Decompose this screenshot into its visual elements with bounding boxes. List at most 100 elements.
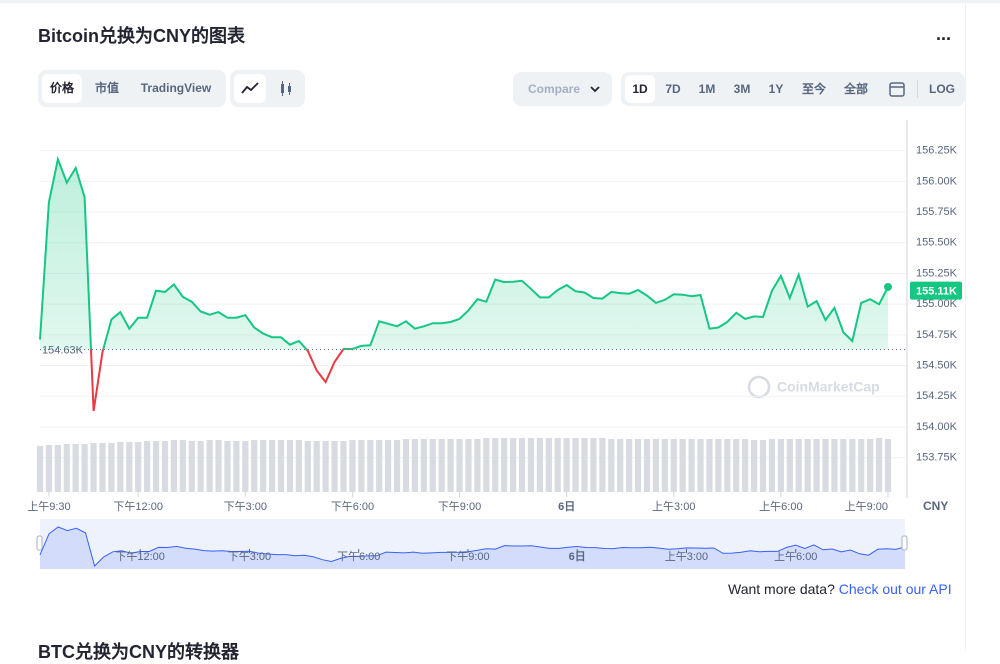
volume-bar — [733, 439, 740, 492]
volume-bar — [438, 439, 445, 492]
volume-bar — [545, 438, 552, 492]
volume-bar — [474, 439, 481, 492]
navigator-area — [40, 527, 905, 569]
volume-bar — [268, 440, 276, 492]
volume-bar — [411, 439, 418, 492]
volume-bar — [867, 439, 874, 492]
y-tick-label: 154.75K — [916, 329, 958, 341]
volume-bar — [840, 439, 847, 492]
volume-bar — [590, 438, 597, 492]
volume-bar — [349, 440, 356, 492]
watermark-logo — [747, 375, 771, 399]
volume-bar — [795, 439, 802, 492]
last-point — [884, 282, 892, 291]
volume-bar — [393, 440, 401, 492]
api-prompt: Want more data? Check out our API — [728, 581, 952, 597]
volume-bar — [822, 439, 829, 492]
volume-bar — [563, 438, 570, 492]
divider — [917, 80, 918, 98]
volume-bar — [742, 439, 749, 492]
volume-bar — [706, 439, 713, 492]
volume-bar — [679, 439, 686, 492]
volume-bar — [304, 441, 311, 492]
x-tick-label: 下午6:00 — [331, 500, 374, 513]
volume-bar — [36, 446, 44, 492]
calendar-button[interactable] — [883, 75, 911, 103]
volume-bar — [224, 441, 231, 492]
range-button[interactable]: 至今 — [801, 82, 826, 96]
navigator-tick-label: 6日 — [569, 550, 586, 563]
volume-bar — [688, 439, 695, 492]
navigator-tick-label: 下午6:00 — [337, 550, 380, 563]
volume-bar — [831, 439, 838, 492]
range-button[interactable]: 1M — [698, 82, 716, 96]
y-tick-label: 155.25K — [916, 267, 958, 279]
x-tick-label: 上午9:30 — [27, 500, 70, 513]
volume-bar — [170, 440, 177, 492]
volume-bar — [652, 439, 660, 492]
view-tabs: 价格 市值 TradingView — [38, 70, 226, 107]
range-button[interactable]: 全部 — [843, 82, 868, 96]
more-menu[interactable]: ... — [936, 24, 952, 44]
x-tick-label: 下午12:00 — [113, 500, 163, 513]
x-tick-label: 下午9:00 — [438, 500, 481, 513]
volume-bar — [376, 440, 383, 492]
volume-bar — [215, 440, 222, 492]
volume-bar — [152, 441, 160, 492]
navigator-handle — [36, 535, 43, 551]
y-tick-label: 156.00K — [916, 175, 958, 187]
volume-bar — [456, 439, 463, 492]
volume-bar — [45, 445, 53, 492]
line-style-button[interactable] — [234, 74, 266, 103]
volume-bar — [715, 439, 722, 492]
volume-bar — [233, 441, 240, 492]
volume-bar — [492, 438, 499, 492]
volume-bar — [161, 441, 169, 492]
volume-bar — [777, 439, 784, 492]
api-link[interactable]: Check out our API — [838, 581, 952, 597]
range-button[interactable]: 3M — [733, 82, 751, 96]
volume-bar — [179, 440, 186, 492]
range-button[interactable]: 1Y — [768, 82, 784, 96]
navigator-line — [39, 526, 906, 567]
y-tick-label: 154.00K — [916, 421, 958, 433]
volume-bar — [661, 439, 668, 492]
tab[interactable]: 价格 — [42, 74, 82, 103]
volume-bar — [465, 439, 472, 492]
tab[interactable]: TradingView — [140, 81, 212, 95]
y-tick-label: 156.25K — [916, 145, 958, 157]
watermark: CoinMarketCap — [747, 375, 880, 399]
volume-bar — [54, 445, 61, 492]
volume-bar — [144, 441, 151, 492]
volume-bar — [501, 438, 508, 492]
x-tick-label: 6日 — [558, 500, 575, 513]
x-tick-label: 上午3:00 — [652, 500, 695, 513]
volume-bar — [90, 443, 97, 492]
volume-bar — [643, 439, 651, 492]
candle-style-button[interactable] — [270, 74, 302, 103]
compare-label: Compare — [528, 82, 581, 96]
y-tick-label: 153.75K — [916, 452, 958, 464]
volume-bar — [617, 439, 624, 492]
volume-bar — [554, 438, 561, 492]
log-button[interactable]: LOG — [929, 82, 955, 96]
tab[interactable]: 市值 — [94, 81, 119, 95]
container-edge — [965, 3, 966, 650]
volume-bar — [420, 439, 427, 492]
navigator-tick-label: 下午9:00 — [446, 550, 489, 563]
compare-dropdown[interactable]: Compare — [513, 72, 612, 106]
volume-bar — [188, 441, 195, 492]
volume-bar — [751, 440, 758, 492]
volume-bar — [518, 438, 526, 492]
volume-bar — [99, 443, 106, 492]
range-button[interactable]: 1D — [625, 75, 655, 103]
volume-bar — [295, 440, 302, 492]
volume-bar — [768, 439, 776, 492]
volume-bar — [385, 440, 392, 492]
prompt-text: Want more data? — [728, 581, 835, 597]
volume-bar — [572, 438, 579, 492]
volume-bar — [884, 439, 892, 492]
range-button[interactable]: 7D — [665, 82, 681, 96]
watermark-text: CoinMarketCap — [777, 379, 880, 395]
